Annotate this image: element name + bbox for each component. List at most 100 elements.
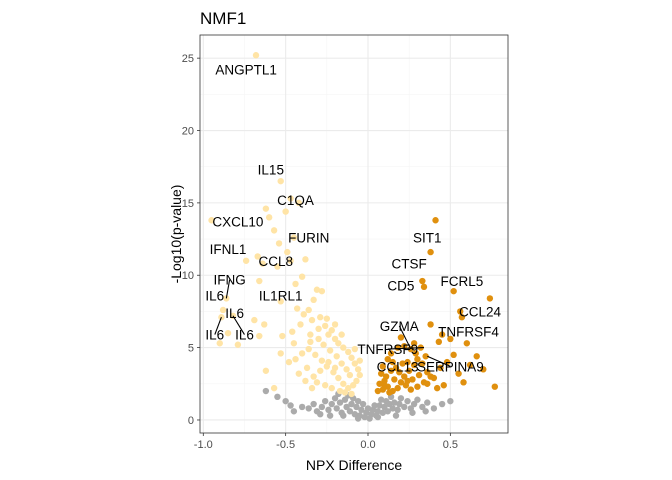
data-point-down xyxy=(315,335,322,343)
data-point-down xyxy=(277,177,284,185)
data-point-ns xyxy=(381,403,388,411)
data-point-down xyxy=(351,360,359,367)
data-point-down xyxy=(318,357,326,364)
data-point-ns xyxy=(386,400,393,408)
data-point-ns xyxy=(377,396,385,403)
data-point-ns xyxy=(298,403,306,411)
gene-label: CCL8 xyxy=(259,254,294,269)
data-point-up xyxy=(377,370,385,377)
data-point-down xyxy=(310,296,317,304)
y-axis-title: -Log10(p-value) xyxy=(168,185,184,284)
data-point-ns xyxy=(343,403,350,411)
data-point-ns xyxy=(346,408,354,415)
data-point-up xyxy=(387,367,395,374)
data-point-down xyxy=(349,382,357,389)
data-point-ns xyxy=(371,402,378,409)
data-point-up xyxy=(410,340,418,347)
data-point-ns xyxy=(328,400,335,408)
gene-label: CTSF xyxy=(392,257,427,272)
data-point-down xyxy=(270,384,278,392)
data-point-up xyxy=(391,376,398,383)
data-point-ns xyxy=(333,405,340,412)
data-point-ns xyxy=(336,399,344,406)
label-leader-line xyxy=(232,315,245,335)
data-point-up xyxy=(387,350,395,357)
data-point-up xyxy=(486,295,494,302)
y-tick-label: 20 xyxy=(182,126,194,138)
data-point-down xyxy=(303,364,311,372)
x-axis-title: NPX Difference xyxy=(306,457,402,473)
data-point-down xyxy=(335,374,342,382)
data-point-down xyxy=(284,248,291,256)
label-leader-line xyxy=(427,355,451,367)
data-point-down xyxy=(331,321,339,328)
data-point-up xyxy=(422,353,429,360)
data-point-down xyxy=(302,377,309,385)
gene-label: IL6 xyxy=(205,289,224,304)
gene-label: FURIN xyxy=(288,231,329,246)
gene-label: GZMA xyxy=(380,319,419,334)
data-point-down xyxy=(356,357,363,364)
data-point-up xyxy=(412,350,419,357)
data-point-down xyxy=(315,325,322,332)
data-point-up xyxy=(420,379,428,386)
data-point-up xyxy=(463,340,471,347)
data-point-down xyxy=(325,331,332,338)
y-tick-label: 25 xyxy=(182,53,194,65)
data-point-down xyxy=(333,353,340,360)
data-point-down xyxy=(313,286,321,293)
y-tick-label: 15 xyxy=(182,198,194,210)
data-point-up xyxy=(414,383,421,390)
data-point-up xyxy=(447,335,454,343)
y-tick-label: 0 xyxy=(188,415,194,427)
data-point-down xyxy=(328,327,335,334)
gene-label: FCRL5 xyxy=(440,274,483,289)
data-point-up xyxy=(450,287,457,295)
data-point-down xyxy=(262,367,270,374)
y-tick-label: 10 xyxy=(182,270,194,282)
data-point-ns xyxy=(374,413,382,421)
data-point-down xyxy=(321,322,329,330)
data-point-down xyxy=(356,371,363,379)
data-point-down xyxy=(346,371,354,379)
data-point-down xyxy=(307,331,314,338)
gene-label: SERPINA9 xyxy=(417,359,484,374)
gene-label: C1QA xyxy=(277,193,314,208)
gene-label: IL6 xyxy=(205,328,224,343)
data-point-up xyxy=(386,389,393,396)
data-point-ns xyxy=(424,399,431,406)
gene-label: CD5 xyxy=(387,278,414,293)
data-point-up xyxy=(376,380,383,387)
data-point-up xyxy=(440,382,447,389)
x-tick-label: 0.5 xyxy=(443,439,458,451)
data-point-ns xyxy=(287,402,294,409)
data-point-up xyxy=(397,379,405,386)
data-point-down xyxy=(289,328,296,335)
data-point-ns xyxy=(340,412,347,419)
data-point-down xyxy=(312,351,319,359)
down-points xyxy=(208,52,363,398)
data-point-ns xyxy=(364,405,372,412)
data-point-down xyxy=(345,384,352,392)
axis-ticks: -1.0 -0.5 0.0 0.5 0 5 10 15 20 25 xyxy=(182,53,458,451)
data-point-down xyxy=(270,227,278,234)
data-point-down xyxy=(259,260,266,267)
data-point-ns xyxy=(318,403,326,411)
data-point-ns xyxy=(354,397,362,405)
data-point-down xyxy=(292,355,299,363)
gene-label: SIT1 xyxy=(413,231,442,246)
data-point-ns xyxy=(274,393,281,401)
data-point-down xyxy=(345,348,352,356)
data-point-ns xyxy=(358,406,365,414)
data-point-ns xyxy=(359,400,367,408)
data-point-down xyxy=(219,306,227,314)
data-point-ns xyxy=(422,408,429,415)
data-point-down xyxy=(338,331,345,338)
ns-points xyxy=(262,387,454,422)
data-point-ns xyxy=(392,412,400,419)
label-leader-line xyxy=(398,325,412,350)
data-point-up xyxy=(409,376,416,383)
plot-panel xyxy=(199,34,509,434)
data-point-down xyxy=(331,364,339,372)
data-point-down xyxy=(265,214,273,221)
